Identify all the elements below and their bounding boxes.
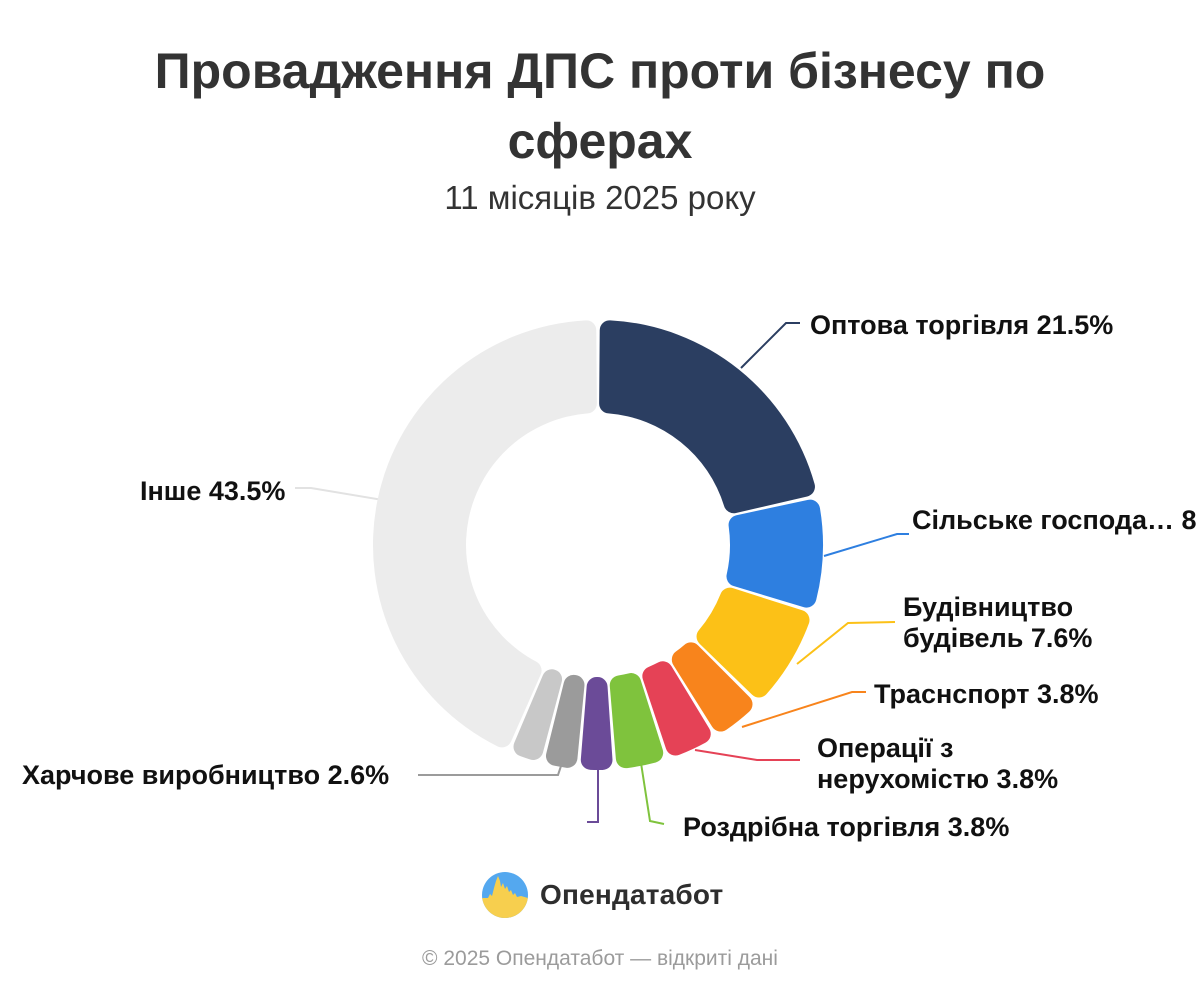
chart-subtitle: 11 місяців 2025 року xyxy=(444,179,756,216)
opendatabot-logo: Опендатабот xyxy=(481,871,723,919)
donut-slice-transport[interactable] xyxy=(671,642,753,732)
callout-rozdribna-torhivlia: Роздрібна торгівля 3.8% xyxy=(683,812,1010,842)
donut-slice-inshe[interactable] xyxy=(372,320,597,748)
callout-operatsii-z-nerukhomistiu: Операції з нерухомістю 3.8% xyxy=(817,733,1059,794)
leader-line-transport xyxy=(741,691,866,728)
callout-kharchove-vyrobnytstvo: Харчове виробництво 2.6% xyxy=(22,760,390,790)
donut-slice-optova-torhivlia[interactable] xyxy=(599,320,815,514)
leader-line-silske-hospodarstvo xyxy=(823,533,909,557)
donut-slice-rozdribna-torhivlia[interactable] xyxy=(609,673,664,769)
callout-silske-hospodarstvo: Сільське господа… 8 xyxy=(912,505,1197,535)
leader-line-rozdribna-torhivlia xyxy=(640,762,665,825)
donut-slice-operatsii-z-nerukhomistiu[interactable] xyxy=(642,661,711,756)
callout-optova-torhivlia: Оптова торгівля 21.5% xyxy=(810,310,1114,340)
leader-line-optova-torhivlia xyxy=(740,322,800,369)
leader-line-inshe xyxy=(295,487,384,501)
leader-line-kharchove-vyrobnytstvo xyxy=(418,762,563,776)
leader-line-purple-unlabeled xyxy=(587,768,599,823)
opendatabot-logo-text: Опендатабот xyxy=(540,879,724,910)
donut-slice-budivnytstvo-budivel[interactable] xyxy=(696,587,810,698)
donut-slice-silske-hospodarstvo[interactable] xyxy=(726,499,824,608)
footer-credit: © 2025 Опендатабот — відкриті дані xyxy=(422,947,778,970)
logo-skyline-half xyxy=(482,876,528,918)
leader-line-operatsii-z-nerukhomistiu xyxy=(694,749,800,761)
opendatabot-logo-icon xyxy=(482,872,528,918)
chart-title-text: Провадження ДПС проти бізнесу по сферах xyxy=(154,43,1046,169)
donut-slice-light-gray-unlabeled[interactable] xyxy=(513,669,563,761)
chart-title: Провадження ДПС проти бізнесу по сферах xyxy=(0,36,1200,176)
callout-budivnytstvo-budivel: Будівництво будівель 7.6% xyxy=(903,592,1093,653)
callout-inshe: Інше 43.5% xyxy=(140,476,286,506)
leader-line-budivnytstvo-budivel xyxy=(796,621,896,665)
donut-slice-kharchove-vyrobnytstvo[interactable] xyxy=(545,674,585,768)
callout-transport: Траснспорт 3.8% xyxy=(874,679,1099,709)
donut-slice-purple-unlabeled[interactable] xyxy=(580,676,613,770)
